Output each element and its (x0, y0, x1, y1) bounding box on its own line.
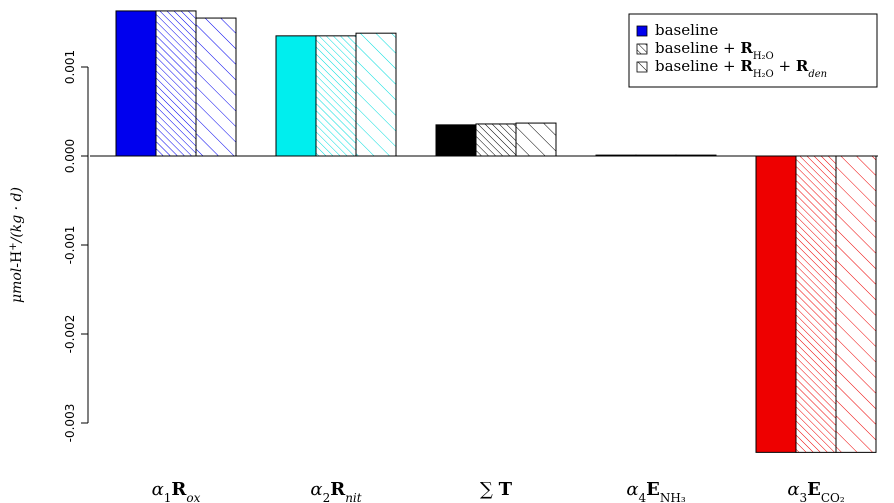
legend-label-baseline-h2o-den: baseline + RH₂O + Rden (655, 57, 827, 80)
legend-swatch-baseline-h2o-den (636, 61, 648, 73)
x-tick-label-1: α2Rnit (310, 479, 361, 503)
bar-2-1 (475, 123, 517, 157)
legend-label-text: baseline + (655, 39, 740, 57)
legend-label-baseline: baseline (655, 21, 718, 39)
bar-0-0 (115, 10, 157, 157)
legend-label-sub: H₂O (753, 51, 774, 62)
bar-4-0 (755, 155, 797, 453)
legend-swatch-baseline (636, 25, 648, 37)
bar-0-2 (195, 17, 237, 157)
legend-box (628, 13, 878, 88)
y-tick-label: -0.003 (63, 404, 77, 443)
legend-label-bold: R (796, 57, 809, 75)
bar-0-1 (155, 10, 197, 157)
bar-4-2 (835, 155, 877, 453)
bar-2-0 (435, 124, 477, 157)
y-axis-label-rest: /(kg · d) (9, 187, 25, 244)
legend-label-baseline-h2o: baseline + RH₂O (655, 39, 774, 62)
bar-1-1 (315, 35, 357, 157)
x-tick-label-0: α1Rox (152, 479, 201, 503)
bar-1-0 (275, 35, 317, 157)
legend: baseline baseline + RH₂O baseline + RH₂O… (628, 13, 878, 88)
x-tick-label-3: α4ENH₃ (626, 479, 685, 503)
x-tick-label-4: α3ECO₂ (787, 479, 845, 503)
legend-label-bold: R (740, 57, 753, 75)
bar-4-1 (795, 155, 837, 453)
legend-label-sub: H₂O (753, 69, 774, 80)
y-axis: -0.003 -0.002 -0.001 0.000 0.001 (63, 50, 89, 443)
legend-label-text: baseline + (655, 57, 740, 75)
x-tick-labels: α1Rox α2Rnit ∑ T α4ENH₃ α3ECO₂ (152, 479, 845, 503)
y-axis-label-sep: -H (9, 251, 25, 268)
legend-label-bold: R (740, 39, 753, 57)
y-axis-label-unit: μmol (9, 268, 25, 303)
y-tick-label: -0.002 (63, 315, 77, 354)
bar-2-2 (515, 122, 557, 157)
y-tick-label: 0.000 (63, 139, 77, 173)
bars-group (115, 10, 877, 453)
y-axis-label: μmol-H+/(kg · d) (8, 187, 26, 303)
y-tick-label: 0.001 (63, 50, 77, 84)
legend-swatch-baseline-h2o (636, 43, 648, 55)
x-tick-label-2: ∑ T (480, 479, 513, 500)
y-axis-label-sup: + (8, 242, 19, 250)
legend-label-text: + (774, 57, 796, 75)
legend-label-sub: den (808, 69, 827, 80)
bar-1-2 (355, 32, 397, 157)
y-tick-label: -0.001 (63, 226, 77, 265)
